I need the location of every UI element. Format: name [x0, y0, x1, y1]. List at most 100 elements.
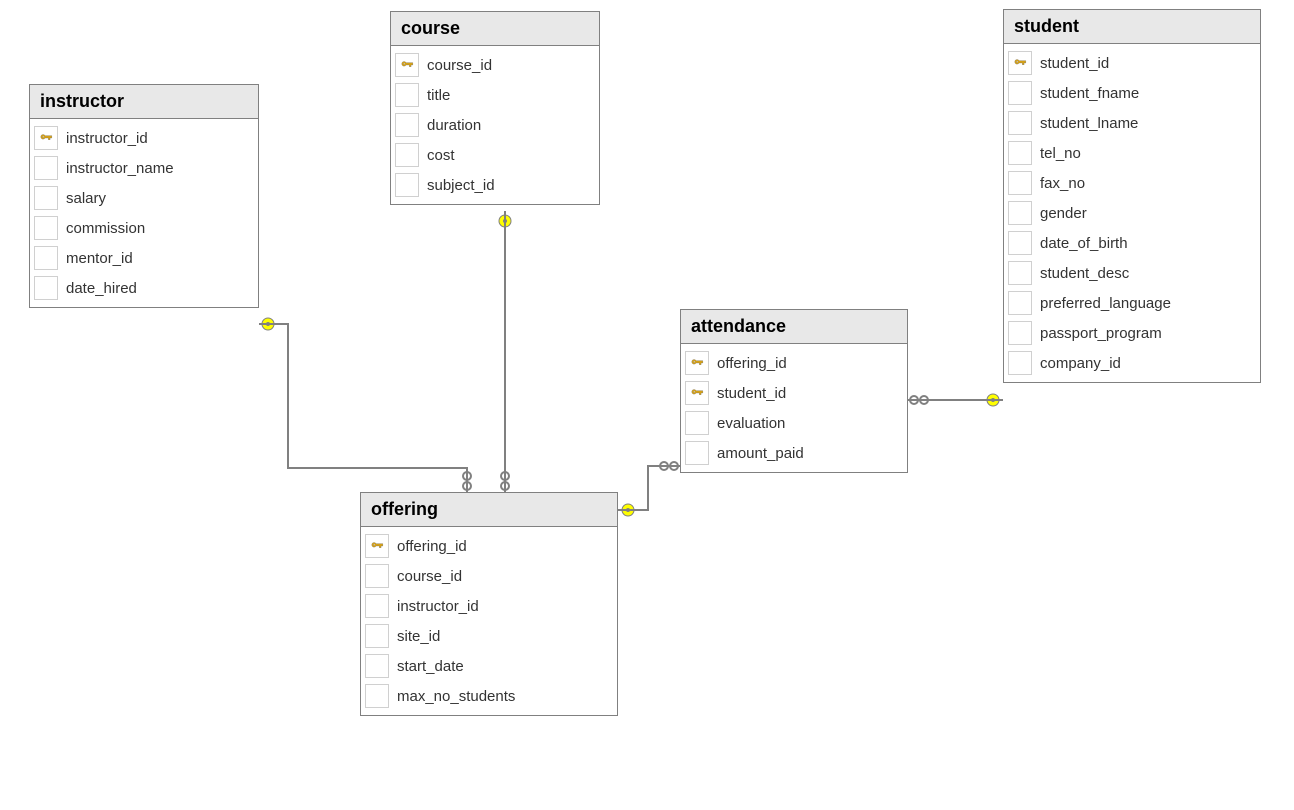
field-key-cell	[1008, 261, 1032, 285]
er-diagram-canvas: instructor instructor_idinstructor_names…	[0, 0, 1294, 810]
field-name: title	[427, 87, 450, 104]
field-name: student_fname	[1040, 85, 1139, 102]
entity-student[interactable]: student student_id student_fname student_l…	[1003, 9, 1261, 383]
field-row[interactable]: gender	[1008, 198, 1256, 228]
field-name: cost	[427, 147, 455, 164]
field-row[interactable]: duration	[395, 110, 595, 140]
field-row[interactable]: commission	[34, 213, 254, 243]
field-name: student_id	[1040, 55, 1109, 72]
field-row[interactable]: student_fname	[1008, 78, 1256, 108]
field-row[interactable]: passport_program	[1008, 318, 1256, 348]
field-row[interactable]: company_id	[1008, 348, 1256, 378]
field-key-cell	[34, 186, 58, 210]
entity-attendance[interactable]: attendance offering_id student_id evaluati…	[680, 309, 908, 473]
field-name: student_lname	[1040, 115, 1138, 132]
field-name: site_id	[397, 628, 440, 645]
field-key-cell	[1008, 171, 1032, 195]
field-name: student_id	[717, 385, 786, 402]
field-row[interactable]: preferred_language	[1008, 288, 1256, 318]
field-name: instructor_id	[397, 598, 479, 615]
field-row[interactable]: instructor_id	[365, 591, 613, 621]
field-row[interactable]: cost	[395, 140, 595, 170]
rel-instructor-offering	[259, 318, 471, 492]
field-row[interactable]: offering_id	[685, 348, 903, 378]
field-row[interactable]: subject_id	[395, 170, 595, 200]
field-key-cell	[1008, 141, 1032, 165]
field-key-cell	[395, 173, 419, 197]
field-name: offering_id	[397, 538, 467, 555]
field-row[interactable]: student_id	[1008, 48, 1256, 78]
field-row[interactable]: tel_no	[1008, 138, 1256, 168]
field-name: duration	[427, 117, 481, 134]
entity-instructor[interactable]: instructor instructor_id instructor_names…	[29, 84, 259, 308]
field-key-cell	[685, 411, 709, 435]
field-row[interactable]: date_hired	[34, 273, 254, 303]
entity-fields: student_id student_fname student_lname tel_…	[1004, 44, 1260, 382]
field-name: company_id	[1040, 355, 1121, 372]
primary-key-icon	[1008, 51, 1032, 75]
field-row[interactable]: course_id	[395, 50, 595, 80]
field-row[interactable]: salary	[34, 183, 254, 213]
field-key-cell	[685, 441, 709, 465]
field-key-cell	[365, 654, 389, 678]
field-row[interactable]: instructor_name	[34, 153, 254, 183]
field-key-cell	[395, 143, 419, 167]
field-name: max_no_students	[397, 688, 515, 705]
field-key-cell	[365, 564, 389, 588]
field-name: instructor_id	[66, 130, 148, 147]
entity-fields: offering_id course_id instructor_id site_id…	[361, 527, 617, 715]
field-row[interactable]: offering_id	[365, 531, 613, 561]
field-row[interactable]: student_id	[685, 378, 903, 408]
entity-fields: instructor_id instructor_namesalary commis…	[30, 119, 258, 307]
field-key-cell	[365, 594, 389, 618]
field-row[interactable]: student_lname	[1008, 108, 1256, 138]
field-row[interactable]: max_no_students	[365, 681, 613, 711]
field-key-cell	[1008, 291, 1032, 315]
field-row[interactable]: mentor_id	[34, 243, 254, 273]
field-key-cell	[365, 624, 389, 648]
entity-title: attendance	[681, 310, 907, 344]
field-key-cell	[34, 216, 58, 240]
field-name: fax_no	[1040, 175, 1085, 192]
field-row[interactable]: course_id	[365, 561, 613, 591]
primary-key-icon	[395, 53, 419, 77]
field-row[interactable]: student_desc	[1008, 258, 1256, 288]
field-key-cell	[395, 113, 419, 137]
entity-fields: offering_id student_id evaluation amount_pa…	[681, 344, 907, 472]
field-row[interactable]: title	[395, 80, 595, 110]
entity-title: student	[1004, 10, 1260, 44]
field-name: commission	[66, 220, 145, 237]
entity-offering[interactable]: offering offering_id course_id instructor_…	[360, 492, 618, 716]
field-name: course_id	[427, 57, 492, 74]
field-key-cell	[34, 156, 58, 180]
field-key-cell	[34, 276, 58, 300]
field-row[interactable]: fax_no	[1008, 168, 1256, 198]
field-row[interactable]: start_date	[365, 651, 613, 681]
field-name: mentor_id	[66, 250, 133, 267]
field-name: salary	[66, 190, 106, 207]
field-key-cell	[1008, 81, 1032, 105]
field-name: gender	[1040, 205, 1087, 222]
field-name: instructor_name	[66, 160, 174, 177]
field-row[interactable]: site_id	[365, 621, 613, 651]
field-name: amount_paid	[717, 445, 804, 462]
entity-title: offering	[361, 493, 617, 527]
field-name: date_of_birth	[1040, 235, 1128, 252]
field-name: tel_no	[1040, 145, 1081, 162]
field-row[interactable]: evaluation	[685, 408, 903, 438]
rel-offering-attendance	[618, 462, 680, 516]
field-name: subject_id	[427, 177, 495, 194]
entity-title: instructor	[30, 85, 258, 119]
field-row[interactable]: date_of_birth	[1008, 228, 1256, 258]
field-key-cell	[1008, 321, 1032, 345]
field-key-cell	[1008, 201, 1032, 225]
field-name: course_id	[397, 568, 462, 585]
field-row[interactable]: instructor_id	[34, 123, 254, 153]
field-name: passport_program	[1040, 325, 1162, 342]
entity-course[interactable]: course course_idtitledurationcostsubject…	[390, 11, 600, 205]
primary-key-icon	[685, 381, 709, 405]
field-key-cell	[34, 246, 58, 270]
field-row[interactable]: amount_paid	[685, 438, 903, 468]
field-name: date_hired	[66, 280, 137, 297]
field-key-cell	[395, 83, 419, 107]
